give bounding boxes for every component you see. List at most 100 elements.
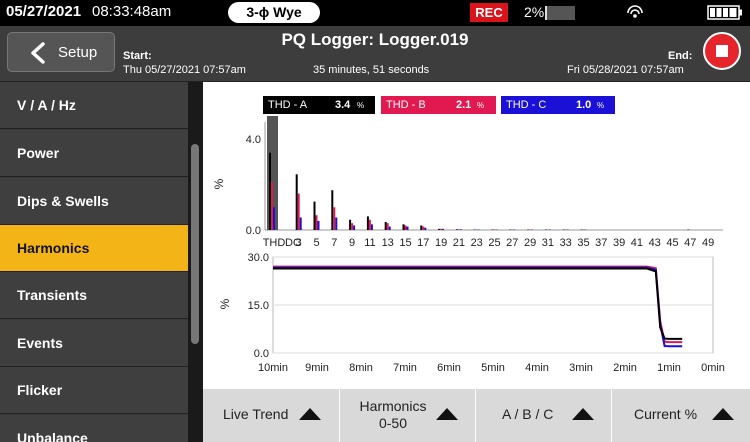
thd-trend-chart[interactable]: 30.0 15.0 0.0% 10min 9min 8min 7min 6min 5min 4mi…: [218, 252, 725, 374]
harmonics-range-button[interactable]: Harmonics 0-50: [340, 389, 476, 442]
harmonics-range-label: Harmonics 0-50: [358, 398, 428, 432]
x-tick-label: 1min: [657, 362, 681, 374]
rec-indicator: REC: [470, 3, 508, 22]
legend-thd-a[interactable]: THD - A 3.4 %: [263, 96, 375, 114]
x-tick-label: 11: [364, 237, 375, 249]
wiring-config-badge[interactable]: 3-ϕ Wye: [228, 2, 320, 23]
sidebar: V / A / Hz Power Dips & Swells Harmonics…: [0, 82, 203, 442]
header: Setup PQ Logger: Logger.019 Start: Thu 0…: [0, 26, 750, 82]
bar-thd-a-5: [313, 201, 316, 230]
x-tick-label: 29: [524, 237, 536, 249]
bar-thd-c-13: [388, 226, 391, 230]
x-tick-label: 23: [471, 237, 483, 249]
page-title: PQ Logger: Logger.019: [281, 30, 469, 49]
bar-thd-a-19: [438, 228, 441, 230]
legend-b-name: THD - B: [386, 99, 426, 111]
y-tick-label: 0.0: [246, 225, 261, 237]
bar-thd-b-19: [440, 228, 443, 230]
end-value: Fri 05/28/2021 07:57am: [567, 64, 684, 76]
bar-thd-c-21: [459, 229, 462, 230]
legend-thd-c[interactable]: THD - C 1.0 %: [501, 96, 615, 114]
setup-button-label: Setup: [58, 44, 98, 61]
y-tick-label: 4.0: [246, 134, 261, 146]
phase-select-button[interactable]: A / B / C: [476, 389, 612, 442]
y-tick-label: 30.0: [248, 252, 269, 264]
setup-back-button[interactable]: Setup: [7, 32, 115, 72]
x-tick-label: 2min: [613, 362, 637, 374]
x-tick-label: 10min: [258, 362, 288, 374]
y-tick-label: 15.0: [248, 300, 269, 312]
duration-value: 35 minutes, 51 seconds: [313, 64, 430, 76]
harmonics-range-line1: Harmonics: [359, 398, 427, 414]
harmonics-spectrum-chart[interactable]: 4.00.0%THD DC3 5 7 9 11 13 15 17 19 21 23 25 27 29 31 33…: [212, 116, 723, 249]
bar-thd-b-THD: [271, 182, 273, 230]
scrollbar-thumb[interactable]: [191, 144, 199, 344]
bar-thd-c-15: [406, 226, 409, 230]
x-tick-label: 9: [349, 237, 355, 249]
bar-thd-b-5: [315, 215, 318, 230]
x-tick-label: 41: [631, 237, 643, 249]
status-bar: 05/27/2021 08:33:48am 3-ϕ Wye REC 2%: [0, 0, 750, 26]
x-tick-label: 27: [506, 237, 518, 249]
x-tick-label: 19: [435, 237, 447, 249]
end-label: End:: [668, 50, 693, 62]
bar-thd-a-17: [420, 225, 423, 230]
bar-thd-a-15: [402, 224, 405, 230]
x-tick-label: 0min: [701, 362, 725, 374]
sidebar-scrollbar[interactable]: [188, 82, 203, 442]
x-tick-label: 43: [649, 237, 661, 249]
sidebar-item-harmonics[interactable]: Harmonics: [0, 225, 188, 272]
sidebar-item-v-a-hz[interactable]: V / A / Hz: [0, 82, 188, 129]
legend-a-unit: %: [357, 101, 365, 110]
bar-thd-b-15: [404, 225, 407, 230]
sidebar-item-events[interactable]: Events: [0, 320, 188, 367]
sidebar-item-transients[interactable]: Transients: [0, 272, 188, 319]
sidebar-item-unbalance[interactable]: Unbalance: [0, 415, 188, 442]
trend-line-thd-a: [273, 267, 683, 340]
bar-thd-b-21: [457, 229, 460, 230]
bar-thd-c-3: [299, 217, 302, 230]
bar-thd-c-THD: [273, 207, 275, 230]
bar-thd-a-7: [331, 190, 334, 230]
live-trend-button[interactable]: Live Trend: [203, 389, 340, 442]
bar-thd-c-19: [442, 228, 445, 230]
memory-usage-text: 2%: [524, 4, 545, 20]
wireless-icon: [627, 5, 643, 18]
legend-thd-b[interactable]: THD - B 2.1 %: [381, 96, 496, 114]
bottom-toolbar: Live Trend Harmonics 0-50 A / B / C Curr…: [203, 389, 750, 442]
sidebar-item-dips-swells[interactable]: Dips & Swells: [0, 178, 188, 225]
thd-column-highlight: [267, 116, 278, 230]
bar-thd-b-7: [333, 207, 336, 230]
legend-a-name: THD - A: [268, 99, 308, 111]
x-tick-label: 9min: [305, 362, 329, 374]
x-tick-label: 25: [488, 237, 500, 249]
x-tick-label: 17: [417, 237, 429, 249]
x-tick-label: 6min: [437, 362, 461, 374]
bar-thd-b-17: [422, 226, 425, 230]
x-tick-label: 49: [702, 237, 714, 249]
y-tick-label: 0.0: [254, 348, 269, 360]
x-tick-label: 8min: [349, 362, 373, 374]
units-select-label: Current %: [634, 406, 698, 422]
bar-thd-c-5: [317, 220, 320, 230]
legend-c-name: THD - C: [506, 99, 547, 111]
x-tick-label: 5min: [481, 362, 505, 374]
harmonics-charts: 4.00.0%THD DC3 5 7 9 11 13 15 17 19 21 23 25 27 29 31 33…: [212, 116, 725, 374]
start-value: Thu 05/27/2021 07:57am: [123, 64, 246, 76]
stop-recording-button[interactable]: [703, 32, 741, 70]
x-tick-label: 39: [613, 237, 625, 249]
bar-thd-c-17: [424, 227, 427, 230]
legend-c-unit: %: [597, 101, 605, 110]
legend-a-value: 3.4: [335, 99, 351, 111]
triangle-up-icon: [712, 408, 734, 420]
harmonics-range-line2: 0-50: [378, 415, 408, 431]
sidebar-item-power[interactable]: Power: [0, 130, 188, 177]
stop-icon: [716, 45, 728, 57]
trend-line-thd-b: [273, 265, 683, 344]
x-tick-label: 3: [296, 237, 302, 249]
units-select-button[interactable]: Current %: [612, 389, 750, 442]
triangle-up-icon: [572, 408, 594, 420]
legend-b-value: 2.1: [456, 99, 472, 111]
status-date: 05/27/2021: [6, 3, 82, 20]
sidebar-item-flicker[interactable]: Flicker: [0, 367, 188, 414]
